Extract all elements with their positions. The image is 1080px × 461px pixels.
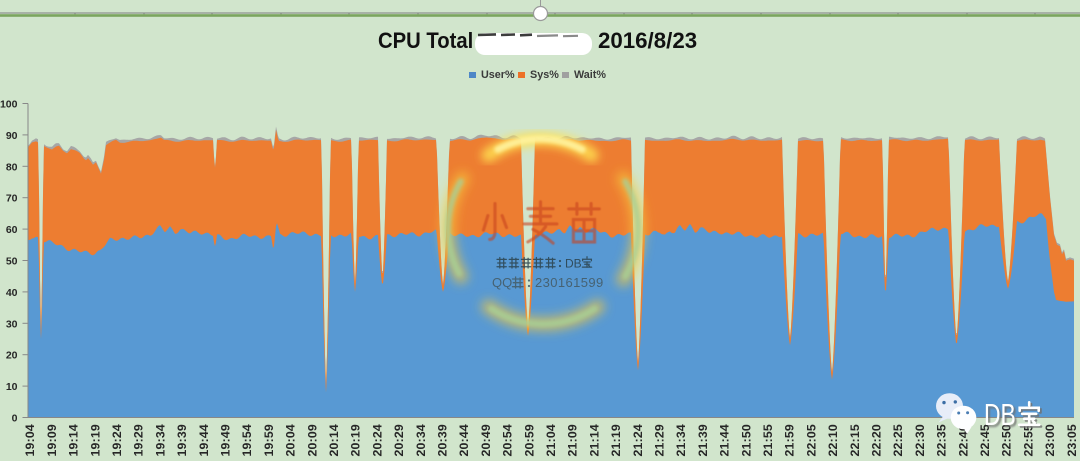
svg-text:21:34: 21:34 xyxy=(674,424,688,456)
svg-text:20:34: 20:34 xyxy=(414,424,428,456)
svg-text:20:44: 20:44 xyxy=(457,424,471,456)
svg-text:20:24: 20:24 xyxy=(370,424,384,456)
svg-text:40: 40 xyxy=(6,287,18,299)
svg-text:21:19: 21:19 xyxy=(609,424,623,456)
svg-text:22:05: 22:05 xyxy=(804,424,818,456)
svg-text:19:44: 19:44 xyxy=(197,424,211,456)
svg-text:19:54: 19:54 xyxy=(240,424,254,456)
svg-text:90: 90 xyxy=(6,130,18,142)
svg-text:20:29: 20:29 xyxy=(392,424,406,456)
svg-text:19:34: 19:34 xyxy=(153,424,167,456)
svg-text:22:50: 22:50 xyxy=(1000,424,1014,456)
svg-text:21:24: 21:24 xyxy=(631,424,645,456)
svg-text:21:04: 21:04 xyxy=(544,424,558,456)
svg-text:21:55: 21:55 xyxy=(761,424,775,456)
svg-text:23:05: 23:05 xyxy=(1065,424,1079,456)
svg-text:22:25: 22:25 xyxy=(891,424,905,456)
svg-text:20: 20 xyxy=(6,350,18,362)
svg-text:22:20: 22:20 xyxy=(870,424,884,456)
svg-text:21:39: 21:39 xyxy=(696,424,710,456)
svg-text:20:39: 20:39 xyxy=(436,424,450,456)
svg-text:19:29: 19:29 xyxy=(132,424,146,456)
svg-text:22:55: 22:55 xyxy=(1021,424,1035,456)
svg-text:20:49: 20:49 xyxy=(479,424,493,456)
svg-text:22:10: 22:10 xyxy=(826,424,840,456)
svg-text:22:35: 22:35 xyxy=(935,424,949,456)
svg-text:70: 70 xyxy=(6,193,18,205)
svg-text:22:15: 22:15 xyxy=(848,424,862,456)
svg-text:19:24: 19:24 xyxy=(110,424,124,456)
svg-text:22:30: 22:30 xyxy=(913,424,927,456)
svg-text:30: 30 xyxy=(6,318,18,330)
svg-text:19:14: 19:14 xyxy=(67,424,81,456)
svg-text:10: 10 xyxy=(6,381,18,393)
svg-text:100: 100 xyxy=(0,99,18,111)
svg-text:21:50: 21:50 xyxy=(739,424,753,456)
svg-text:20:54: 20:54 xyxy=(501,424,515,456)
svg-text:19:09: 19:09 xyxy=(45,424,59,456)
svg-text:20:19: 20:19 xyxy=(349,424,363,456)
svg-text:19:04: 19:04 xyxy=(23,424,37,456)
svg-text:19:19: 19:19 xyxy=(88,424,102,456)
svg-text:60: 60 xyxy=(6,224,18,236)
svg-text:19:39: 19:39 xyxy=(175,424,189,456)
svg-text:50: 50 xyxy=(6,256,18,268)
svg-text:20:59: 20:59 xyxy=(522,424,536,456)
svg-text:22:40: 22:40 xyxy=(956,424,970,456)
svg-text:0: 0 xyxy=(12,413,18,425)
svg-text:21:09: 21:09 xyxy=(566,424,580,456)
svg-text:22:45: 22:45 xyxy=(978,424,992,456)
svg-text:21:59: 21:59 xyxy=(783,424,797,456)
svg-text:21:29: 21:29 xyxy=(653,424,667,456)
svg-text:80: 80 xyxy=(6,161,18,173)
svg-text:23:00: 23:00 xyxy=(1043,424,1057,456)
svg-text:19:49: 19:49 xyxy=(219,424,233,456)
svg-text:21:14: 21:14 xyxy=(587,424,601,456)
svg-text:19:59: 19:59 xyxy=(262,424,276,456)
svg-text:21:44: 21:44 xyxy=(718,424,732,456)
svg-text:20:04: 20:04 xyxy=(284,424,298,456)
svg-text:20:09: 20:09 xyxy=(305,424,319,456)
svg-text:20:14: 20:14 xyxy=(327,424,341,456)
